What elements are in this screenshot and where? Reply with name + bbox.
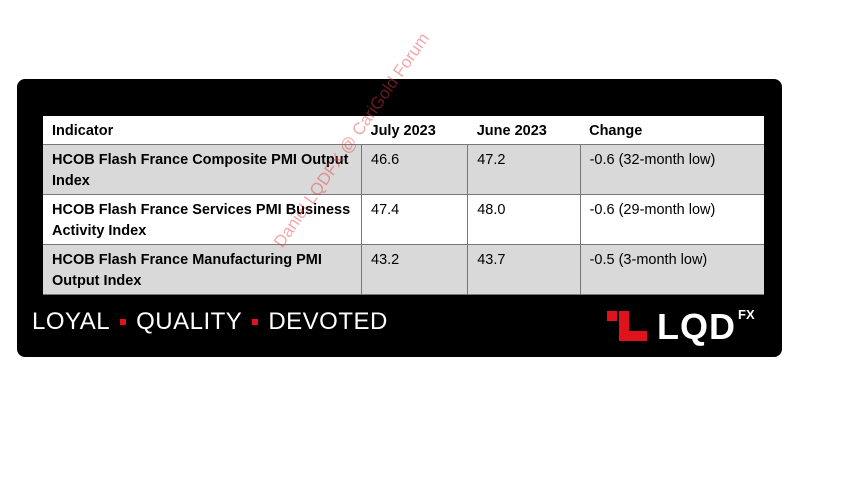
slogan-word: LOYAL bbox=[32, 308, 111, 335]
table-cell: -0.6 (32-month low) bbox=[579, 144, 764, 195]
table-row: HCOB Flash France Manufacturing PMI Outp… bbox=[43, 244, 764, 295]
table-cell: -1.5 (38-month low) bbox=[579, 294, 764, 295]
table-cell: HCOB Flash France Manufacturing PMI Outp… bbox=[43, 244, 362, 295]
slogan-word: DEVOTED bbox=[268, 308, 388, 335]
table-row: HCOB Flash France Services PMI Business … bbox=[43, 194, 764, 245]
separator bbox=[120, 319, 127, 325]
table-row: HCOB Flash France Composite PMI Output I… bbox=[43, 144, 764, 195]
table-cell: 43.2 bbox=[360, 244, 468, 295]
table-cell: 48.0 bbox=[467, 194, 581, 245]
table-cell: 44.5 bbox=[360, 294, 468, 295]
header-cell: Change bbox=[589, 123, 643, 139]
slogan-word: QUALITY bbox=[136, 308, 243, 335]
table-cell: 47.2 bbox=[467, 144, 581, 195]
table-cell: HCOB Flash France Composite PMI Output I… bbox=[43, 144, 362, 195]
table-cell: -0.5 (3-month low) bbox=[579, 244, 764, 295]
logo-suffix: FX bbox=[738, 307, 755, 322]
logo-text: LQD bbox=[657, 306, 736, 347]
table-row: HCOB Flash France Manufacturing PMI44.54… bbox=[43, 294, 764, 295]
table-cell: 46.6 bbox=[360, 144, 468, 195]
logo: LQD FX bbox=[607, 307, 755, 347]
table-cell: -0.6 (29-month low) bbox=[579, 194, 764, 245]
header-cell: Indicator bbox=[52, 123, 114, 139]
table: Indicator July 2023 June 2023 Change HCOB Fl… bbox=[43, 116, 764, 295]
header-cell: June 2023 bbox=[476, 123, 547, 139]
table-grid: Indicator July 2023 June 2023 Change HCOB Fl… bbox=[43, 116, 764, 295]
logo-icon bbox=[607, 311, 647, 341]
table-cell: 47.4 bbox=[360, 194, 468, 245]
table-cell: 43.7 bbox=[467, 244, 581, 295]
table-cell: HCOB Flash France Services PMI Business … bbox=[43, 194, 362, 245]
header-cell: July 2023 bbox=[370, 123, 436, 139]
table-cell: HCOB Flash France Manufacturing PMI bbox=[43, 294, 362, 295]
card: Indicator July 2023 June 2023 Change HCOB Fl… bbox=[17, 79, 782, 357]
separator bbox=[252, 319, 259, 325]
header-row: Indicator July 2023 June 2023 Change bbox=[43, 116, 764, 145]
slogan: LOYAL QUALITY DEVOTED bbox=[32, 308, 388, 336]
table-cell: 46.0 bbox=[467, 294, 581, 295]
